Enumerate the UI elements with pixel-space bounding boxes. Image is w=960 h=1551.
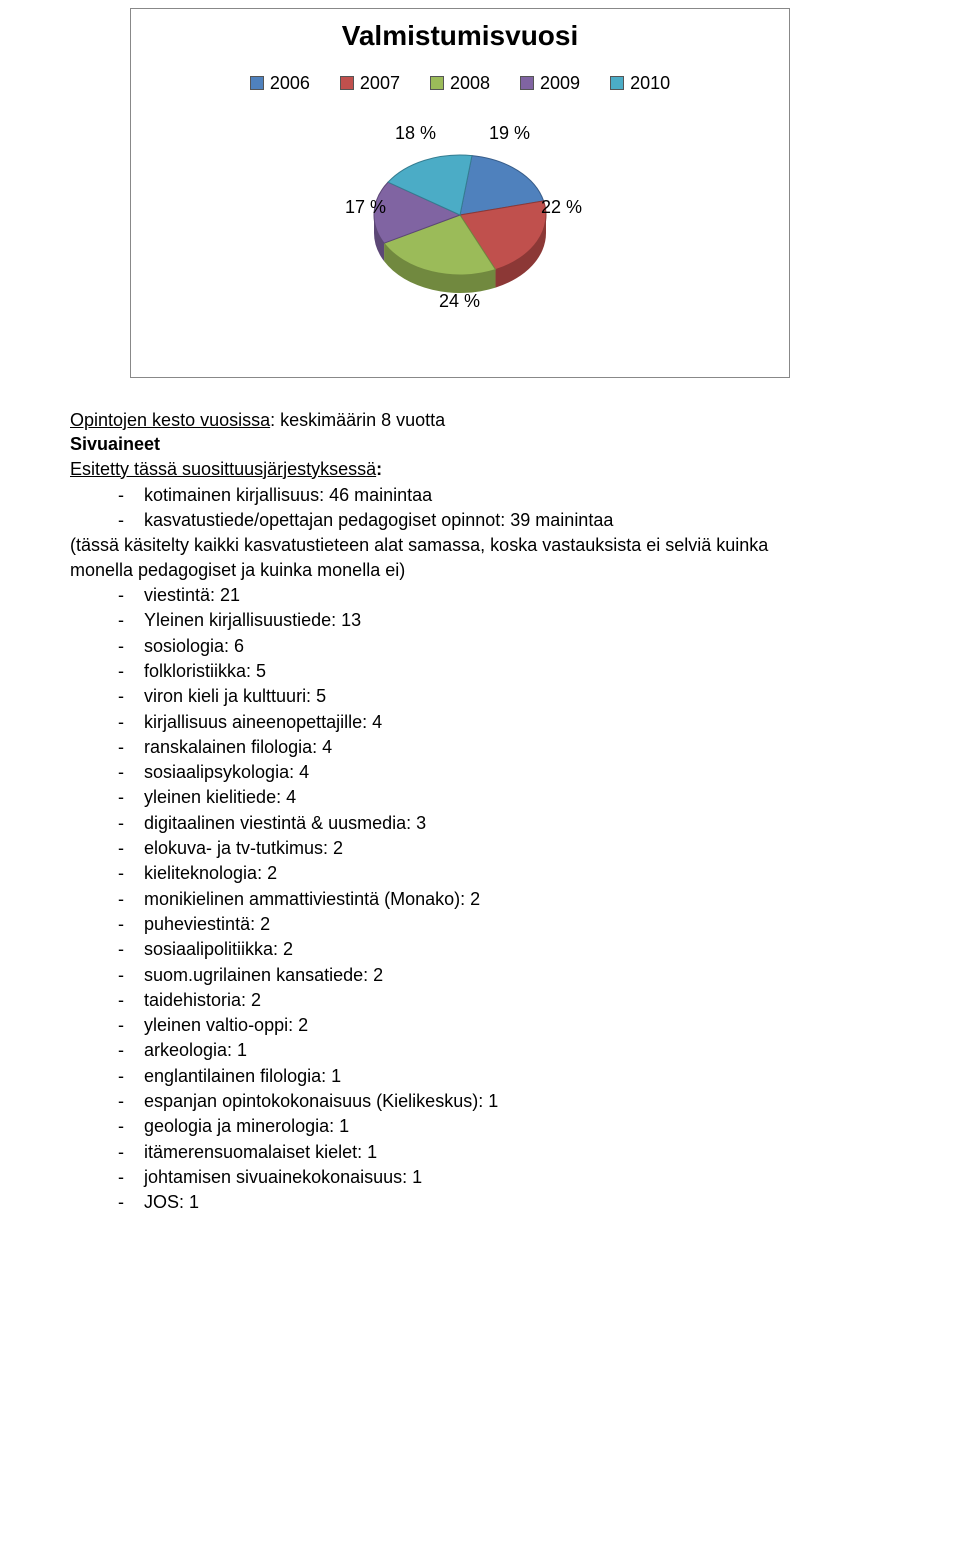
list-item-text: yleinen kielitiede: 4 <box>144 787 296 807</box>
pie-chart-container: Valmistumisvuosi 2006 2007 2008 2009 2010 19… <box>130 8 790 378</box>
esitetty-line: Esitetty tässä suosittuusjärjestyksessä: <box>70 457 936 481</box>
legend-label: 2009 <box>540 71 580 95</box>
intro-block: Opintojen kesto vuosissa: keskimäärin 8 … <box>70 408 936 1215</box>
list-item: folkloristiikka: 5 <box>70 659 936 683</box>
legend-item: 2006 <box>250 71 310 95</box>
list-item-text: Yleinen kirjallisuustiede: 13 <box>144 610 361 630</box>
list-item-text: arkeologia: 1 <box>144 1040 247 1060</box>
pie-wrap: 19 % 22 % 24 % 17 % 18 % <box>131 95 789 345</box>
list-item-text: espanjan opintokokonaisuus (Kielikeskus)… <box>144 1091 498 1111</box>
legend-swatch <box>340 76 354 90</box>
legend-item: 2008 <box>430 71 490 95</box>
list-item: viron kieli ja kulttuuri: 5 <box>70 684 936 708</box>
pie-slice-label: 22 % <box>541 195 582 219</box>
list-item: kotimainen kirjallisuus: 46 mainintaa <box>70 483 936 507</box>
list-item-text: viestintä: 21 <box>144 585 240 605</box>
list-item-text: viron kieli ja kulttuuri: 5 <box>144 686 326 706</box>
list-item-text: kirjallisuus aineenopettajille: 4 <box>144 712 382 732</box>
list-item-text: monikielinen ammattiviestintä (Monako): … <box>144 889 480 909</box>
list-item-text: sosiaalipsykologia: 4 <box>144 762 309 782</box>
list-item: Yleinen kirjallisuustiede: 13 <box>70 608 936 632</box>
opintojen-label: Opintojen kesto vuosissa <box>70 410 270 430</box>
chart-legend: 2006 2007 2008 2009 2010 <box>131 71 789 95</box>
list-item-text: kotimainen kirjallisuus: 46 mainintaa <box>144 485 432 505</box>
list-item: elokuva- ja tv-tutkimus: 2 <box>70 836 936 860</box>
list-item-text: yleinen valtio-oppi: 2 <box>144 1015 308 1035</box>
list-item: arkeologia: 1 <box>70 1038 936 1062</box>
list-item: taidehistoria: 2 <box>70 988 936 1012</box>
list-item-text: sosiologia: 6 <box>144 636 244 656</box>
sivuaineet-heading: Sivuaineet <box>70 432 936 456</box>
legend-item: 2010 <box>610 71 670 95</box>
list-item: sosiaalipsykologia: 4 <box>70 760 936 784</box>
list-item-text: ranskalainen filologia: 4 <box>144 737 332 757</box>
list-item-text: folkloristiikka: 5 <box>144 661 266 681</box>
list-item-text: geologia ja minerologia: 1 <box>144 1116 349 1136</box>
list-item: johtamisen sivuainekokonaisuus: 1 <box>70 1165 936 1189</box>
list-item: kirjallisuus aineenopettajille: 4 <box>70 710 936 734</box>
list-item: kasvatustiede/opettajan pedagogiset opin… <box>70 508 936 532</box>
legend-swatch <box>250 76 264 90</box>
list-item: yleinen kielitiede: 4 <box>70 785 936 809</box>
list-item: puheviestintä: 2 <box>70 912 936 936</box>
list-item-text: suom.ugrilainen kansatiede: 2 <box>144 965 383 985</box>
opintojen-value: : keskimäärin 8 vuotta <box>270 410 445 430</box>
list-item-text: itämerensuomalaiset kielet: 1 <box>144 1142 377 1162</box>
pie-slice-label: 17 % <box>345 195 386 219</box>
list-item: sosiologia: 6 <box>70 634 936 658</box>
list-item-text: elokuva- ja tv-tutkimus: 2 <box>144 838 343 858</box>
list-item: monikielinen ammattiviestintä (Monako): … <box>70 887 936 911</box>
legend-label: 2006 <box>270 71 310 95</box>
opintojen-line: Opintojen kesto vuosissa: keskimäärin 8 … <box>70 408 936 432</box>
list-item-continuation: (tässä käsitelty kaikki kasvatustieteen … <box>70 533 936 557</box>
list-item-text: JOS: 1 <box>144 1192 199 1212</box>
pie-chart <box>360 145 560 305</box>
legend-item: 2009 <box>520 71 580 95</box>
list-item: englantilainen filologia: 1 <box>70 1064 936 1088</box>
list-item: geologia ja minerologia: 1 <box>70 1114 936 1138</box>
list-item: espanjan opintokokonaisuus (Kielikeskus)… <box>70 1089 936 1113</box>
list-item: ranskalainen filologia: 4 <box>70 735 936 759</box>
pie-slice-label: 19 % <box>489 121 530 145</box>
list-item-text: sosiaalipolitiikka: 2 <box>144 939 293 959</box>
list-item: sosiaalipolitiikka: 2 <box>70 937 936 961</box>
list-item-continuation: monella pedagogiset ja kuinka monella ei… <box>70 558 936 582</box>
list-item: JOS: 1 <box>70 1190 936 1214</box>
legend-item: 2007 <box>340 71 400 95</box>
list-item: viestintä: 21 <box>70 583 936 607</box>
list-item: kieliteknologia: 2 <box>70 861 936 885</box>
sivuaineet-list: kotimainen kirjallisuus: 46 mainintaa kas… <box>70 483 936 1215</box>
list-item-text: englantilainen filologia: 1 <box>144 1066 341 1086</box>
legend-swatch <box>610 76 624 90</box>
list-item: digitaalinen viestintä & uusmedia: 3 <box>70 811 936 835</box>
list-item-text: digitaalinen viestintä & uusmedia: 3 <box>144 813 426 833</box>
legend-label: 2008 <box>450 71 490 95</box>
pie-slice-label: 24 % <box>439 289 480 313</box>
list-item: suom.ugrilainen kansatiede: 2 <box>70 963 936 987</box>
legend-label: 2010 <box>630 71 670 95</box>
list-item-text: puheviestintä: 2 <box>144 914 270 934</box>
chart-title: Valmistumisvuosi <box>131 9 789 55</box>
legend-swatch <box>520 76 534 90</box>
legend-swatch <box>430 76 444 90</box>
list-item-text: johtamisen sivuainekokonaisuus: 1 <box>144 1167 422 1187</box>
list-item-text: kasvatustiede/opettajan pedagogiset opin… <box>144 510 613 530</box>
pie-slice-label: 18 % <box>395 121 436 145</box>
list-item-text: taidehistoria: 2 <box>144 990 261 1010</box>
list-item: yleinen valtio-oppi: 2 <box>70 1013 936 1037</box>
esitetty-colon: : <box>376 459 382 479</box>
esitetty-label: Esitetty tässä suosittuusjärjestyksessä <box>70 459 376 479</box>
legend-label: 2007 <box>360 71 400 95</box>
list-item-text: kieliteknologia: 2 <box>144 863 277 883</box>
list-item: itämerensuomalaiset kielet: 1 <box>70 1140 936 1164</box>
